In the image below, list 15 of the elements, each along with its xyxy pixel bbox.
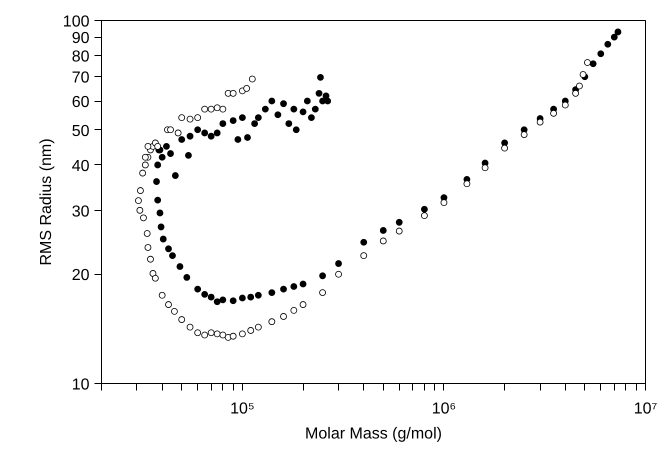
x-tick-label: 10⁶ bbox=[432, 400, 456, 418]
x-axis-title: Molar Mass (g/mol) bbox=[305, 426, 442, 442]
y-tick-label: 70 bbox=[72, 70, 90, 87]
y-tick-label: 40 bbox=[72, 158, 90, 175]
y-tick-label: 30 bbox=[72, 203, 90, 220]
y-tick-label: 20 bbox=[72, 267, 90, 284]
y-tick-label: 90 bbox=[72, 30, 90, 48]
y-axis-title: RMS Radius (nm) bbox=[38, 138, 55, 266]
x-tick-label: 10⁷ bbox=[634, 400, 658, 418]
y-tick-label: 60 bbox=[72, 94, 90, 112]
y-tick-label: 80 bbox=[72, 48, 90, 66]
y-tick-label: 100 bbox=[62, 14, 90, 30]
y-tick-label: 10 bbox=[72, 376, 90, 394]
y-tick-label: 50 bbox=[72, 122, 90, 140]
x-tick-label: 10⁵ bbox=[230, 400, 255, 418]
